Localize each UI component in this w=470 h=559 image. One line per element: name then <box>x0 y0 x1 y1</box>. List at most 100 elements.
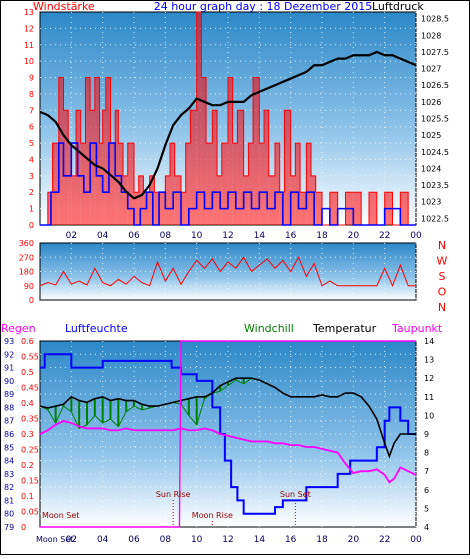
wind-gust-bar <box>181 192 186 225</box>
wind-gust-bar <box>110 143 116 225</box>
humidity-y-tick-label: 88 <box>4 403 14 412</box>
wind-gust-bar <box>115 110 119 225</box>
annotation-label: Sun Set <box>280 490 311 499</box>
rain-y-tick-label: 0.15 <box>21 477 39 486</box>
wind-gust-bar <box>201 77 207 226</box>
wind-gust-bar <box>58 77 64 226</box>
wind-gust-bar <box>190 110 197 225</box>
wind-x-tick-label: 18 <box>316 231 328 241</box>
wind-gust-bar <box>369 192 377 225</box>
wind-gust-bar <box>295 143 301 225</box>
direction-compass-label: W <box>437 255 448 268</box>
wind-y-tick-label: 8 <box>29 90 34 99</box>
pressure-y-tick-label: 1026.5 <box>421 81 449 90</box>
humidity-line <box>40 353 416 515</box>
rain-y-tick-label: 0.3 <box>21 430 34 439</box>
legend-temperatur: Temperatur <box>312 322 377 335</box>
wind-gust-bar <box>206 143 213 225</box>
rain-y-tick-label: 0.2 <box>21 461 34 470</box>
wind-gust-bar <box>228 77 233 226</box>
wind-gust-bar <box>268 175 275 225</box>
wind-x-tick-label: 06 <box>128 231 140 241</box>
rain-y-tick-label: 0.5 <box>21 368 34 377</box>
climate-x-tick-label: 08 <box>160 535 172 545</box>
wind-gust-bar <box>170 143 175 225</box>
wind-gust-bar <box>243 175 249 225</box>
temperature-y-tick-label: 13 <box>424 356 434 365</box>
wind-y-tick-label: 6 <box>29 123 34 132</box>
pressure-y-tick-label: 1027 <box>421 65 441 74</box>
wind-y-tick-label: 11 <box>24 41 34 50</box>
wind-y-tick-label: 0 <box>29 221 34 230</box>
pressure-y-tick-label: 1024 <box>421 164 441 173</box>
wind-gust-bar <box>253 77 260 226</box>
pressure-y-tick-label: 1023 <box>421 198 441 207</box>
rain-y-tick-label: 0.35 <box>21 415 39 424</box>
temperature-y-tick-label: 14 <box>424 337 434 346</box>
humidity-y-tick-label: 92 <box>4 350 14 359</box>
wind-gust-bar <box>275 143 280 225</box>
wind-gust-bar <box>221 143 228 225</box>
rain-y-tick-label: 0 <box>21 523 26 532</box>
humidity-y-tick-label: 82 <box>4 483 14 492</box>
grid-layer <box>40 12 417 527</box>
wind-y-tick-label: 13 <box>24 8 34 17</box>
wind-y-tick-label: 2 <box>29 188 34 197</box>
wind-gust-bar <box>259 143 265 225</box>
legend-windchill: Windchill <box>244 322 294 335</box>
legend-regen: Regen <box>1 322 36 335</box>
wind-gust-bar <box>306 143 312 225</box>
climate-x-tick-label: 16 <box>285 535 297 545</box>
annotation-label: Sun Rise <box>156 490 191 499</box>
rain-y-tick-label: 0.45 <box>21 384 39 393</box>
wind-gust-bar <box>315 192 322 225</box>
wind-gust-bar <box>290 175 296 225</box>
wind-gust-bar <box>138 175 144 225</box>
wind-y-tick-label: 5 <box>29 139 34 148</box>
wind-x-tick-label: 16 <box>285 231 297 241</box>
temperature-y-tick-label: 7 <box>424 467 429 476</box>
wind-x-tick-label: 14 <box>254 231 266 241</box>
wind-y-tick-label: 10 <box>24 57 34 66</box>
wind-y-tick-label: 3 <box>29 172 34 181</box>
annotation-label: Moon Rise <box>192 511 233 520</box>
rain-y-tick-label: 0.1 <box>21 492 34 501</box>
pressure-y-tick-label: 1026 <box>421 98 441 107</box>
wind-gust-bar <box>90 110 95 225</box>
wind-gust-bar <box>127 143 134 225</box>
legend-taupunkt: Taupunkt <box>391 322 443 335</box>
humidity-y-tick-label: 79 <box>4 523 14 532</box>
axis-labels-layer: 02 04 06 08 10 12 14 16 18 20 22 000123456789101112… <box>4 8 449 545</box>
wind-gust-bar <box>68 143 72 225</box>
pressure-line <box>39 50 417 200</box>
wind-gust-bar <box>159 192 166 225</box>
annotation-label: Moon Set <box>42 511 79 520</box>
wind-gust-bar <box>353 192 362 225</box>
series-layer <box>39 11 417 528</box>
wind-x-tick-label: 00 <box>410 231 422 241</box>
pressure-y-tick-label: 1027.5 <box>421 48 449 57</box>
direction-compass-label: S <box>439 270 446 283</box>
pressure-axis-title: Luftdruck <box>372 0 424 13</box>
wind-gust-bar <box>232 143 238 225</box>
direction-y-tick-label: 360 <box>19 239 34 248</box>
rain-y-tick-label: 0.55 <box>21 353 39 362</box>
wind-x-tick-label: 10 <box>191 231 203 241</box>
chart-title: 24 hour graph day : 18 Dezember 2015 <box>154 0 373 13</box>
wind-gust-bar <box>264 110 269 225</box>
wind-x-tick-label: 12 <box>222 231 233 241</box>
humidity-y-tick-label: 81 <box>4 496 14 505</box>
climate-x-tick-label: 22 <box>379 535 390 545</box>
dewpoint-line <box>39 420 417 484</box>
temperature-y-tick-label: 11 <box>424 393 434 402</box>
pressure-y-tick-label: 1025.5 <box>421 115 449 124</box>
wind-x-tick-label: 22 <box>379 231 390 241</box>
wind-gust-bar <box>165 175 171 225</box>
direction-compass-label: N <box>438 239 446 252</box>
direction-y-tick-label: 180 <box>19 268 34 277</box>
wind-direction-line <box>39 256 416 288</box>
climate-x-tick-label: 18 <box>316 535 328 545</box>
wind-gust-bar <box>134 192 139 225</box>
wind-gust-bar <box>248 143 254 225</box>
